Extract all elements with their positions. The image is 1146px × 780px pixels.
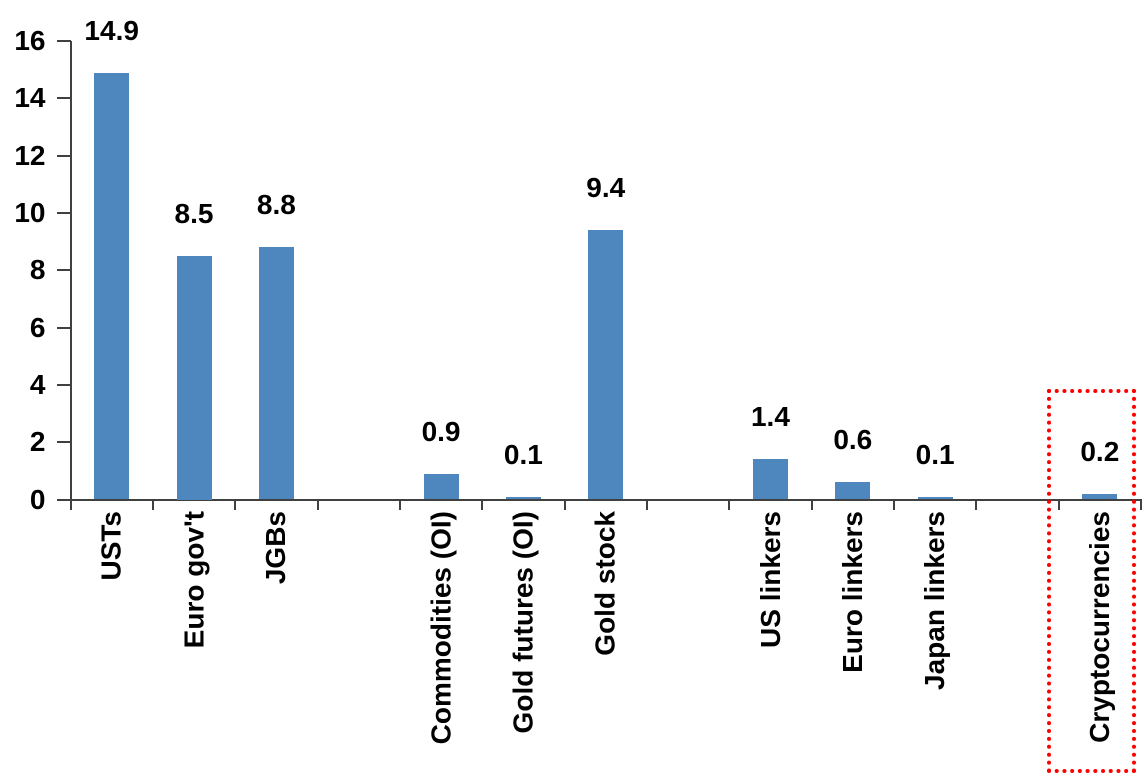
value-label-euro-gov-t: 8.5 [174, 197, 214, 229]
x-tick [892, 500, 895, 510]
category-label-jgbs: JGBs [260, 511, 292, 585]
y-axis-line [69, 41, 72, 501]
bar-euro-linkers [835, 482, 871, 500]
x-tick [151, 500, 154, 510]
x-tick [69, 500, 72, 510]
category-label-usts: USTs [95, 511, 127, 581]
bar-cryptocurrencies [1082, 493, 1118, 500]
category-label-euro-gov-t: Euro gov't [178, 511, 210, 649]
y-tick-label: 4 [29, 368, 46, 400]
y-tick-label: 8 [29, 254, 46, 286]
y-tick-label: 14 [14, 82, 46, 114]
bar-gold-futures-oi [505, 496, 541, 500]
value-label-jgbs: 8.8 [256, 189, 296, 221]
category-label-japan-linkers: Japan linkers [919, 511, 951, 690]
x-axis-line [69, 498, 1142, 501]
category-label-gold-stock: Gold stock [589, 511, 621, 656]
y-tick [56, 97, 71, 100]
x-tick [810, 500, 813, 510]
x-tick [398, 500, 401, 510]
value-label-usts: 14.9 [84, 14, 139, 46]
y-tick-label: 2 [29, 426, 46, 458]
y-tick [56, 383, 71, 386]
bar-gold-stock [588, 230, 624, 500]
value-label-gold-futures-oi: 0.1 [503, 438, 543, 470]
bar-jgbs [258, 247, 294, 500]
bar-japan-linkers [917, 496, 953, 500]
category-label-commodities-oi: Commodities (OI) [425, 511, 457, 745]
bar-us-linkers [752, 459, 788, 500]
y-tick [56, 211, 71, 214]
value-label-cryptocurrencies: 0.2 [1080, 435, 1120, 467]
y-tick-label: 12 [14, 139, 46, 171]
x-tick [1140, 500, 1142, 510]
category-label-us-linkers: US linkers [754, 511, 786, 648]
y-tick [56, 498, 71, 501]
bar-commodities-oi [423, 473, 459, 500]
value-label-gold-stock: 9.4 [586, 172, 626, 204]
value-label-us-linkers: 1.4 [750, 401, 790, 433]
bar-usts [94, 72, 130, 500]
x-tick [316, 500, 319, 510]
y-tick [56, 154, 71, 157]
x-tick [563, 500, 566, 510]
y-tick [56, 441, 71, 444]
y-tick-label: 10 [14, 196, 46, 228]
x-tick [645, 500, 648, 510]
y-tick [56, 326, 71, 329]
highlight-box [1047, 389, 1136, 773]
y-tick-label: 0 [29, 483, 46, 515]
x-tick [1057, 500, 1060, 510]
y-tick-label: 6 [29, 311, 46, 343]
x-tick [975, 500, 978, 510]
category-label-gold-futures-oi: Gold futures (OI) [507, 511, 539, 734]
value-label-euro-linkers: 0.6 [833, 424, 873, 456]
x-tick [234, 500, 237, 510]
y-tick [56, 40, 71, 42]
y-tick-label: 16 [14, 25, 46, 56]
bar-euro-gov-t [176, 255, 212, 500]
x-tick [728, 500, 731, 510]
category-label-euro-linkers: Euro linkers [836, 511, 868, 673]
y-tick [56, 269, 71, 272]
value-label-commodities-oi: 0.9 [421, 415, 461, 447]
value-label-japan-linkers: 0.1 [915, 438, 955, 470]
x-tick [481, 500, 484, 510]
